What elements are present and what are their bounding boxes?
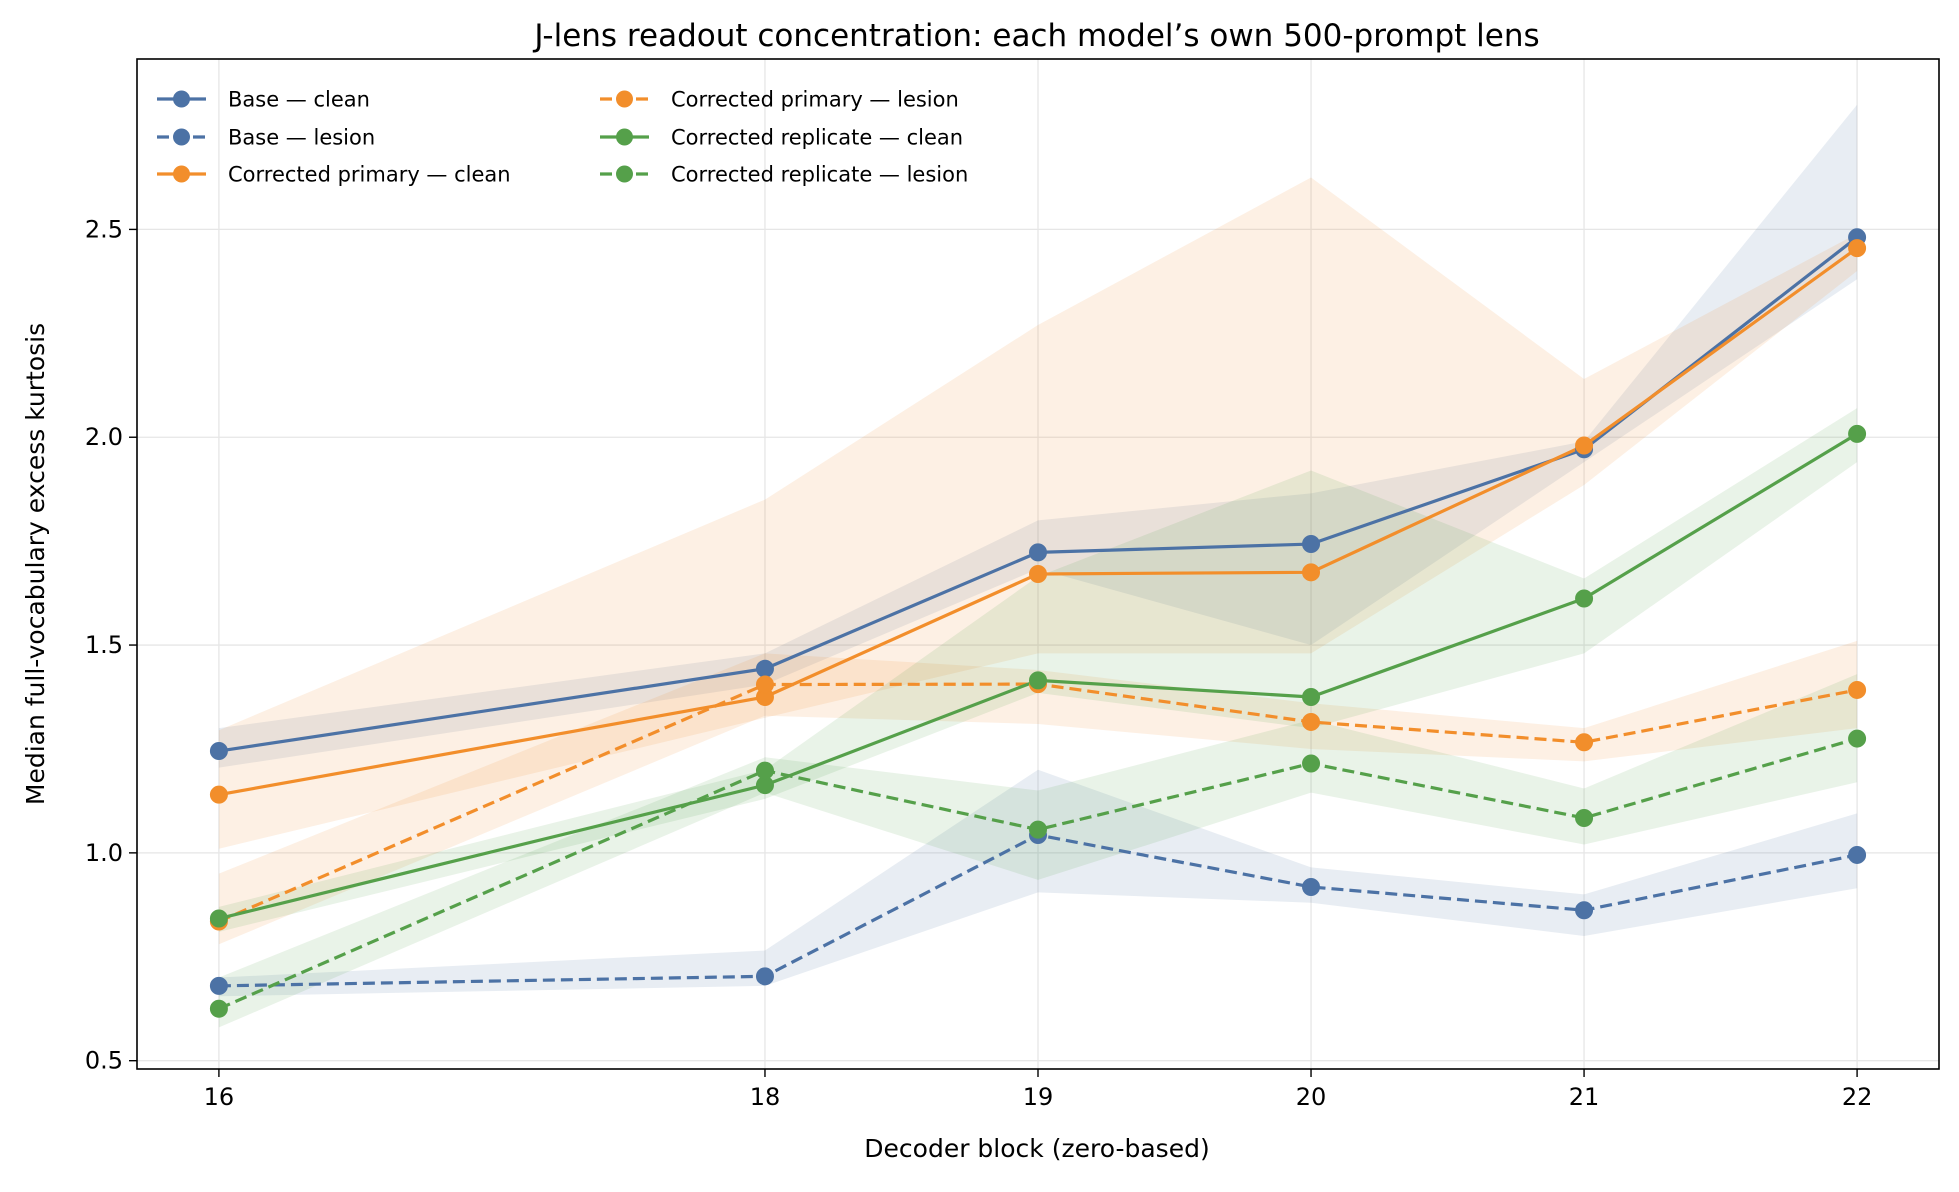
data-point	[1029, 820, 1047, 839]
series-line-1	[218, 833, 1858, 988]
data-point	[1575, 901, 1594, 920]
grid-layer	[137, 59, 1939, 1069]
series-band-4	[218, 408, 1858, 932]
point-layer	[209, 228, 1867, 1018]
data-point	[1575, 733, 1594, 752]
legend-label: Base — clean	[228, 88, 370, 112]
data-point	[209, 785, 228, 804]
series-line-4	[218, 432, 1858, 921]
data-point	[1575, 808, 1594, 827]
data-point	[755, 761, 774, 780]
series-band-3	[218, 640, 1858, 945]
data-point	[1848, 424, 1867, 443]
data-point	[1302, 535, 1321, 554]
legend-label: Corrected primary — clean	[228, 163, 511, 187]
data-point	[1848, 729, 1867, 748]
chart-title: J-lens readout concentration: each model…	[532, 18, 1539, 54]
data-point	[1029, 543, 1047, 562]
data-point	[1575, 436, 1594, 455]
legend-item-5: Corrected replicate — lesion	[600, 163, 968, 187]
data-point	[209, 909, 228, 928]
legend-item-4: Corrected replicate — clean	[600, 126, 963, 150]
data-point	[1302, 688, 1321, 707]
x-axis-label: Decoder block (zero-based)	[864, 1134, 1209, 1163]
y-tick-label: 2.5	[85, 215, 123, 243]
data-point	[1848, 845, 1867, 864]
legend-item-0: Base — clean	[157, 88, 370, 112]
legend-marker	[173, 165, 190, 183]
data-point	[1575, 589, 1594, 608]
tick-layer: 16 18 19 20 21 22 0.5 1.0 1.5 2.0 2.5	[85, 215, 1873, 1111]
data-point	[755, 967, 774, 986]
legend-item-1: Base — lesion	[157, 126, 375, 150]
data-point	[209, 999, 228, 1018]
y-tick-label: 0.5	[85, 1047, 123, 1075]
data-point	[209, 976, 228, 995]
y-axis-label: Median full-vocabulary excess kurtosis	[21, 323, 50, 805]
data-point	[1302, 877, 1321, 896]
data-point	[1302, 563, 1321, 582]
legend-item-3: Corrected primary — lesion	[600, 88, 959, 112]
series-band-1	[218, 769, 1858, 997]
x-tick-label: 20	[1296, 1083, 1327, 1111]
legend-marker	[173, 90, 190, 108]
data-point	[1848, 239, 1867, 258]
x-tick-label: 16	[204, 1083, 235, 1111]
legend-label: Corrected replicate — lesion	[671, 163, 968, 187]
legend: Base — clean Base — lesion Corrected prima…	[157, 88, 968, 187]
y-tick-label: 1.0	[85, 839, 123, 867]
data-point	[1029, 671, 1047, 690]
data-point	[755, 659, 774, 678]
data-point	[1302, 712, 1321, 731]
x-tick-label: 19	[1023, 1083, 1054, 1111]
legend-marker	[616, 165, 633, 183]
legend-label: Base — lesion	[228, 126, 375, 150]
data-point	[209, 742, 228, 761]
legend-marker	[616, 128, 633, 146]
x-tick-label: 22	[1842, 1083, 1873, 1111]
legend-label: Corrected primary — lesion	[671, 88, 959, 112]
series-line-5	[218, 737, 1858, 1011]
y-tick-label: 1.5	[85, 631, 123, 659]
series-line-3	[218, 682, 1858, 923]
legend-marker	[616, 90, 633, 108]
y-tick-label: 2.0	[85, 423, 123, 451]
band-layer	[218, 104, 1858, 1028]
data-point	[1029, 564, 1047, 583]
legend-item-2: Corrected primary — clean	[157, 163, 511, 187]
x-tick-label: 18	[750, 1083, 781, 1111]
x-tick-label: 21	[1569, 1083, 1600, 1111]
series-line-2	[218, 246, 1859, 797]
series-band-5	[218, 674, 1858, 1028]
data-point	[755, 675, 774, 694]
line-layer	[218, 236, 1859, 1011]
legend-label: Corrected replicate — clean	[671, 126, 963, 150]
legend-marker	[173, 128, 190, 146]
data-point	[1302, 754, 1321, 773]
series-band-2	[218, 177, 1858, 849]
data-point	[1848, 680, 1867, 699]
